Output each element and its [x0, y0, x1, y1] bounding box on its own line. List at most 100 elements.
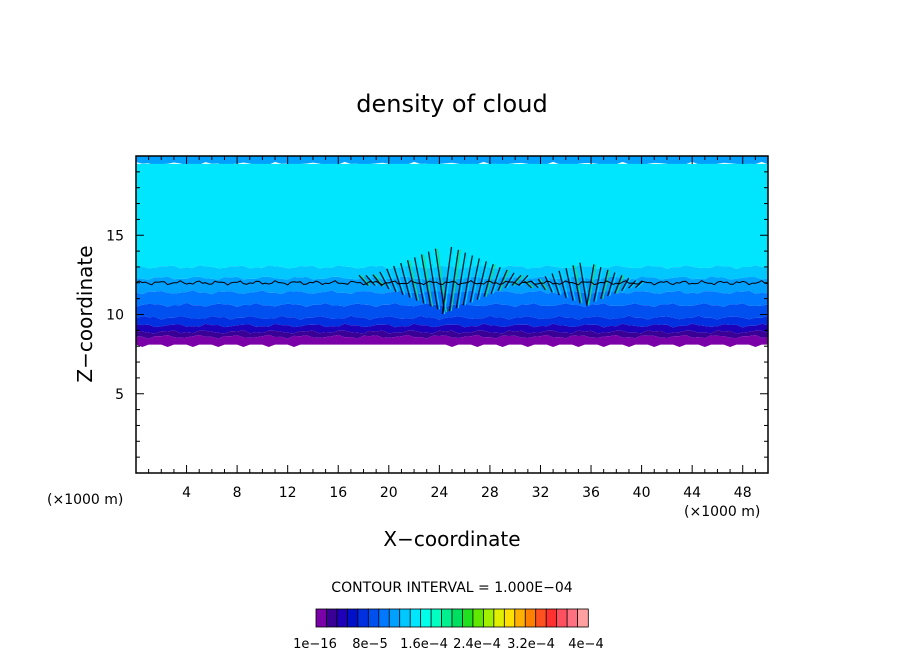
wave-stripe — [393, 265, 404, 295]
colorbar-swatch — [409, 608, 422, 628]
wave-stripe-color — [637, 280, 645, 289]
colorbar-swatch — [378, 608, 390, 628]
colorbar-label: 4e−4 — [568, 637, 603, 652]
wave-stripe — [511, 274, 522, 286]
wave-stripe-color — [381, 271, 392, 290]
colorbar-swatch — [503, 608, 516, 628]
chart-title: density of cloud — [356, 90, 547, 118]
wave-stripe-color — [416, 257, 427, 304]
colorbar-swatch — [514, 608, 526, 628]
x-axis-unit-left: (×1000 m) — [47, 492, 123, 508]
wave-stripe — [607, 272, 616, 297]
wave-stripe — [462, 255, 474, 306]
x-tick-label: 24 — [430, 485, 448, 501]
wave-stripe — [483, 264, 494, 297]
wave-stripe — [544, 275, 553, 293]
colorbar-swatch — [524, 608, 537, 628]
x-tick-label: 40 — [633, 485, 651, 501]
wave-stripe — [621, 277, 630, 292]
colorbar-swatch — [566, 608, 579, 628]
wave-stripe-color — [513, 274, 524, 286]
x-tick-label: 8 — [233, 485, 242, 501]
wave-stripe-color — [499, 269, 510, 292]
wave-stripe-color — [436, 248, 447, 313]
density-layer — [136, 334, 768, 347]
wave-stripe-color — [520, 274, 531, 286]
colorbar-label: 1.6e−4 — [400, 637, 448, 652]
density-layer — [136, 156, 768, 166]
wave-stripe-color — [450, 249, 461, 312]
wave-stripe-color — [388, 268, 399, 293]
y-tick-label: 5 — [115, 387, 124, 403]
y-axis-label: Z−coordinate — [73, 245, 97, 382]
wave-stripe-color — [560, 270, 569, 299]
wave-pattern — [358, 246, 645, 315]
wave-stripe-color — [464, 255, 475, 306]
x-tick-label: 20 — [380, 485, 398, 501]
density-layer — [136, 265, 768, 280]
wave-stripe — [614, 275, 623, 294]
wave-stripe-color — [616, 275, 625, 294]
wave-stripe — [551, 273, 560, 296]
wave-stripe-color — [471, 258, 482, 303]
wave-stripe — [628, 280, 637, 289]
density-layer — [136, 163, 768, 269]
colorbar-swatch — [326, 608, 338, 628]
wave-stripe-color — [457, 252, 468, 309]
wave-stripe — [400, 262, 411, 298]
wave-stripe-color — [546, 276, 555, 293]
colorbar-swatch — [441, 608, 453, 628]
contour-line — [136, 279, 768, 286]
wave-stripe-color — [478, 261, 489, 300]
density-layers — [136, 156, 768, 347]
wave-stripe — [469, 258, 480, 303]
wave-stripe — [441, 246, 453, 315]
wave-stripe — [497, 269, 508, 292]
wave-stripe — [427, 251, 439, 310]
colorbar-swatch — [388, 608, 401, 628]
wave-stripe — [586, 264, 595, 305]
x-tick-label: 4 — [182, 485, 191, 501]
wave-stripe — [565, 267, 574, 301]
contour-interval-label: CONTOUR INTERVAL = 1.000E−04 — [331, 580, 572, 596]
wave-stripe-color — [367, 274, 378, 286]
x-tick-label: 28 — [481, 485, 499, 501]
wave-stripe-color — [443, 246, 454, 315]
wave-stripe-color — [485, 264, 496, 297]
colorbar-swatch — [556, 608, 568, 628]
x-axis-label: X−coordinate — [383, 527, 520, 551]
wave-stripe — [434, 248, 446, 313]
colorbar-swatch — [472, 608, 485, 628]
wave-stripe-color — [553, 273, 562, 296]
colorbar-swatch — [430, 608, 443, 628]
wave-stripe — [455, 252, 467, 309]
wave-stripe-color — [602, 269, 611, 300]
wave-stripe — [504, 272, 515, 289]
colorbar-swatch — [315, 608, 328, 628]
colorbar-swatch — [545, 608, 558, 628]
wave-stripe-color — [492, 266, 503, 294]
wave-stripe — [579, 262, 588, 307]
x-axis-unit-right: (×1000 m) — [684, 504, 760, 520]
y-tick-label: 15 — [106, 228, 124, 244]
wave-stripe-color — [506, 272, 517, 289]
colorbar-swatch — [577, 608, 589, 628]
x-tick-label: 12 — [279, 485, 297, 501]
colorbar-swatch — [399, 608, 411, 628]
wave-stripe-color — [395, 265, 406, 295]
colorbar-swatch — [336, 608, 349, 628]
wave-stripe — [379, 271, 390, 290]
x-tick-label: 32 — [532, 485, 550, 501]
wave-stripe — [558, 270, 567, 299]
x-tick-label: 44 — [683, 485, 701, 501]
wave-stripe — [448, 249, 460, 312]
wave-stripe-color — [539, 278, 548, 291]
y-tick-label: 10 — [106, 308, 124, 324]
wave-stripe — [420, 254, 432, 307]
colorbar-labels: 1e−16 8e−5 1.6e−4 2.4e−4 3.2e−4 4e−4 — [293, 637, 604, 652]
wave-stripe — [600, 269, 609, 300]
wave-stripe — [593, 266, 602, 302]
colorbar-swatch — [367, 608, 380, 628]
